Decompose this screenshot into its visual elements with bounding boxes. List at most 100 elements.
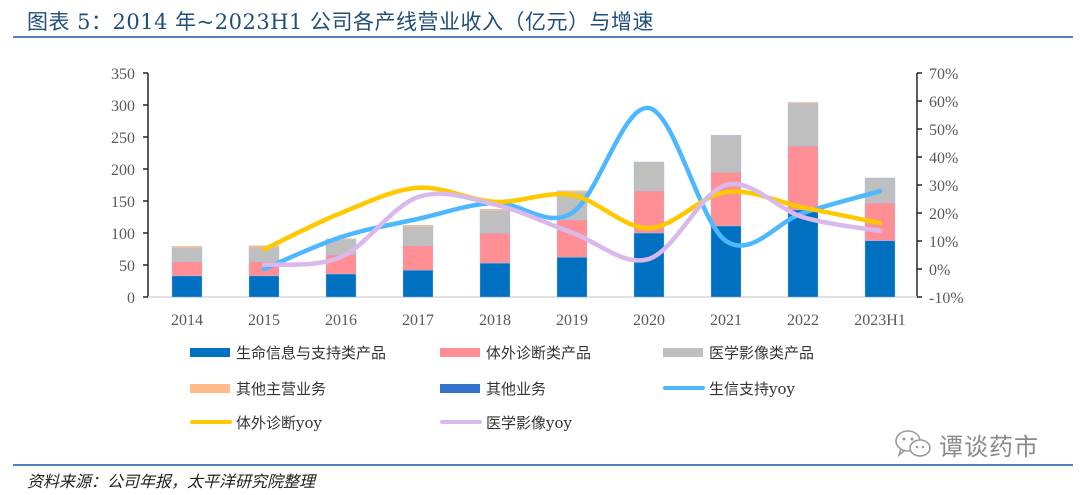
x-tick-label: 2021: [710, 312, 742, 329]
series-line: [261, 105, 883, 272]
x-tick-label: 2015: [248, 312, 280, 329]
bar-segment: [479, 262, 511, 298]
right-tick-label: 30%: [929, 178, 958, 195]
watermark-text: 谭谈药市: [939, 432, 1039, 461]
bar-segment: [402, 245, 434, 271]
legend-swatch: [190, 347, 230, 357]
bar-stack: [633, 161, 665, 298]
bar-segment: [710, 171, 742, 227]
bar-segment: [633, 161, 665, 191]
right-tick-label: 70%: [929, 66, 958, 83]
watermark: 谭谈药市: [893, 427, 1039, 461]
right-tick-label: 20%: [929, 206, 958, 223]
left-tick-label: 300: [111, 98, 135, 115]
source-note: 资料来源：公司年报，太平洋研究院整理: [27, 472, 316, 491]
bar-segment: [710, 225, 742, 298]
right-tick-label: 10%: [929, 234, 958, 251]
bar-stack: [787, 102, 819, 298]
x-tick-label: 2017: [402, 312, 434, 329]
x-tick-label: 2018: [479, 312, 511, 329]
bar-segment: [556, 190, 588, 193]
bar-segment: [171, 248, 203, 263]
x-tick-label: 2016: [325, 312, 357, 329]
legend-item: 生信支持yoy: [663, 376, 795, 400]
bar-stack: [556, 190, 588, 298]
bar-stack: [402, 225, 434, 298]
x-tick-label: 2022: [787, 312, 819, 329]
legend-label: 医学影像yoy: [486, 413, 572, 432]
right-tick-label: 0%: [929, 262, 950, 279]
bar-segment: [402, 227, 434, 247]
bar-stack: [171, 246, 203, 298]
legend-swatch: [440, 420, 482, 424]
legend-label: 生命信息与支持类产品: [236, 343, 387, 362]
bar-segment: [479, 232, 511, 264]
legend-swatch: [440, 347, 480, 357]
legend-label: 体外诊断yoy: [236, 413, 322, 432]
top-divider: [13, 36, 1073, 38]
legend-swatch: [440, 383, 480, 393]
legend-item: 医学影像yoy: [440, 410, 572, 434]
bar-stack: [325, 238, 357, 298]
left-tick-label: 150: [111, 194, 135, 211]
bar-segment: [479, 211, 511, 234]
legend-swatch: [663, 386, 705, 390]
bar-segment: [402, 225, 434, 228]
bottom-divider: [13, 464, 1073, 466]
bar-segment: [787, 145, 819, 211]
line-layer: [261, 105, 883, 272]
bar-segment: [248, 275, 280, 298]
legend-item: 体外诊断类产品: [440, 340, 591, 364]
bar-segment: [325, 273, 357, 298]
bar-segment: [787, 209, 819, 298]
bar-segment: [787, 102, 819, 104]
right-tick-label: 50%: [929, 122, 958, 139]
left-tick-label: 0: [127, 290, 135, 307]
x-tick-label: 2020: [633, 312, 665, 329]
left-axis: 0 50 100 150 200 250 300 350: [111, 66, 149, 307]
left-tick-label: 50: [119, 258, 135, 275]
bar-layer: [171, 102, 896, 298]
right-axis: -10% 0% 10% 20% 30% 40% 50% 60% 70%: [916, 66, 964, 307]
bar-segment: [787, 103, 819, 147]
bar-segment: [171, 246, 203, 249]
legend-swatch: [190, 420, 232, 424]
left-tick-label: 250: [111, 130, 135, 147]
legend-item: 体外诊断yoy: [190, 410, 322, 434]
legend-swatch: [190, 383, 230, 393]
legend-item: 其他主营业务: [190, 376, 326, 400]
right-tick-label: 60%: [929, 94, 958, 111]
bar-stack: [710, 134, 742, 298]
series-line: [261, 185, 883, 252]
bar-segment: [633, 232, 665, 298]
legend-item: 生命信息与支持类产品: [190, 340, 386, 364]
bar-segment: [171, 275, 203, 298]
x-axis: 2014 2015 2016 2017 2018 2019 2020 2021 2022 2023…: [148, 296, 917, 329]
legend-item: 医学影像类产品: [663, 340, 814, 364]
x-tick-label: 2014: [171, 312, 203, 329]
bar-segment: [171, 261, 203, 277]
bar-stack: [248, 245, 280, 298]
bar-segment: [710, 134, 742, 136]
x-tick-label: 2023H1: [854, 312, 906, 329]
legend-label: 生信支持yoy: [709, 379, 795, 398]
right-tick-label: -10%: [929, 290, 964, 307]
series-line: [261, 181, 883, 268]
bar-segment: [864, 240, 896, 298]
wechat-icon: [895, 430, 931, 458]
figure-title: 图表 5：2014 年~2023H1 公司各产线营业收入（亿元）与增速: [27, 10, 655, 34]
legend-label: 体外诊断类产品: [486, 343, 592, 362]
legend-label: 其他业务: [486, 379, 547, 398]
legend-swatch: [663, 347, 703, 357]
bar-segment: [710, 135, 742, 173]
legend-label: 医学影像类产品: [709, 343, 815, 362]
bar-segment: [402, 269, 434, 298]
bar-stack: [864, 177, 896, 298]
bar-stack: [479, 209, 511, 298]
left-tick-label: 100: [111, 226, 135, 243]
legend-item: 其他业务: [440, 376, 546, 400]
x-tick-label: 2019: [556, 312, 588, 329]
legend-label: 其他主营业务: [236, 379, 327, 398]
combo-chart: 0 50 100 150 200 250 300 350 -10% 0% 10% 20% 30% 40%…: [111, 66, 964, 329]
right-tick-label: 40%: [929, 150, 958, 167]
